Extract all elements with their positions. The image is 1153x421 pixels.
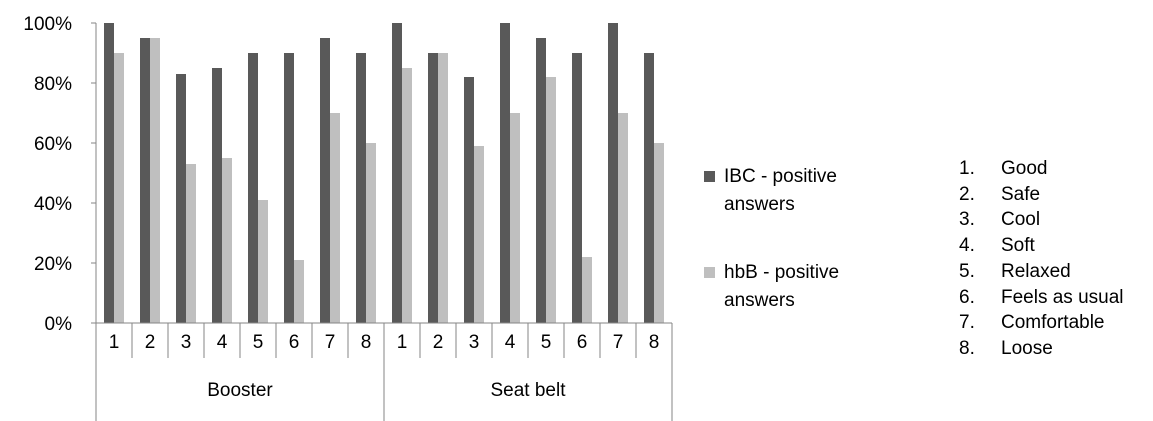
legend-label-hbb-line1: hbB - positive (724, 262, 840, 283)
key-number: 3. (959, 209, 975, 231)
key-number: 1. (959, 158, 975, 179)
key-item: 7. Comfortable (959, 310, 1124, 336)
x-tick-label: 4 (505, 332, 516, 353)
legend-label-ibc-line2: answers (724, 194, 795, 215)
key-number: 4. (959, 235, 975, 257)
x-tick-label: 3 (181, 332, 192, 353)
bar-hbb (330, 113, 340, 323)
legend-label-hbb-line2: answers (724, 290, 795, 311)
key-label: Comfortable (1001, 312, 1105, 334)
bar-hbb (186, 164, 196, 323)
legend-swatch-hbb (704, 267, 715, 278)
bar-ibc (248, 53, 258, 323)
bar-ibc (104, 23, 114, 323)
category-key: 1. Good 2. Safe 3. Cool 4. Soft 5. Relaxed 6.… (959, 156, 1124, 362)
x-tick-label: 1 (397, 332, 408, 353)
bar-hbb (546, 77, 556, 323)
bar-ibc (572, 53, 582, 323)
key-item: 6. Feels as usual (959, 285, 1124, 311)
key-label: Soft (1001, 235, 1035, 257)
bar-ibc (500, 23, 510, 323)
bar-hbb (222, 158, 232, 323)
x-tick-label: 8 (361, 332, 372, 353)
x-tick-label: 5 (541, 332, 552, 353)
bars (104, 23, 664, 323)
legend-label-ibc-line1: IBC - positive (724, 166, 837, 187)
bar-ibc (284, 53, 294, 323)
bar-ibc (536, 38, 546, 323)
x-tick-label: 7 (325, 332, 336, 353)
x-tick-label: 3 (469, 332, 480, 353)
key-item: 5. Relaxed (959, 259, 1124, 285)
legend-item-ibc: IBC - positive answers (704, 163, 904, 259)
y-axis-ticks: 0% 20% 40% 60% 80% 100% (23, 14, 72, 335)
legend-swatch-ibc (704, 171, 715, 182)
bar-hbb (114, 53, 124, 323)
bar-hbb (438, 53, 448, 323)
bar-hbb (474, 146, 484, 323)
x-tick-label: 2 (145, 332, 156, 353)
bar-ibc (320, 38, 330, 323)
x-tick-label: 5 (253, 332, 264, 353)
legend-label-ibc: IBC - positive answers (724, 163, 894, 219)
legend-item-hbb: hbB - positive answers (704, 259, 904, 355)
bar-hbb (294, 260, 304, 323)
group-label: Seat belt (491, 380, 567, 401)
key-item: 4. Soft (959, 233, 1124, 259)
bar-hbb (510, 113, 520, 323)
key-label: Good (1001, 158, 1048, 179)
key-label: Cool (1001, 209, 1041, 231)
key-item: 8. Loose (959, 336, 1124, 362)
key-label: Relaxed (1001, 260, 1071, 282)
x-axis-labels: 1 2 3 4 5 6 7 8 1 2 3 4 5 6 7 8 Booster Seat belt (109, 332, 660, 401)
bar-hbb (402, 68, 412, 323)
bar-ibc (176, 74, 186, 323)
x-tick-label: 8 (649, 332, 660, 353)
key-number: 6. (959, 286, 975, 308)
x-tick-label: 1 (109, 332, 120, 353)
bar-hbb (654, 143, 664, 323)
key-number: 2. (959, 183, 975, 205)
key-number: 7. (959, 312, 975, 334)
x-tick-label: 7 (613, 332, 624, 353)
x-tick-label: 6 (289, 332, 300, 353)
bar-ibc (356, 53, 366, 323)
bar-ibc (392, 23, 402, 323)
key-label: Safe (1001, 183, 1041, 205)
bar-ibc (644, 53, 654, 323)
key-item: 1. Good (959, 156, 1124, 182)
legend-label-hbb: hbB - positive answers (724, 259, 894, 315)
key-number: 5. (959, 260, 975, 282)
bar-hbb (150, 38, 160, 323)
bar-ibc (608, 23, 618, 323)
key-item: 2. Safe (959, 182, 1124, 208)
key-label: Feels as usual (1001, 286, 1124, 308)
key-item: 3. Cool (959, 207, 1124, 233)
x-tick-label: 4 (217, 332, 228, 353)
y-tick-label: 80% (34, 74, 72, 95)
legend: IBC - positive answers hbB - positive an… (704, 163, 904, 355)
y-tick-label: 20% (34, 254, 72, 275)
y-tick-label: 0% (45, 314, 73, 335)
bar-ibc (464, 77, 474, 323)
y-tick-label: 60% (34, 134, 72, 155)
bar-hbb (618, 113, 628, 323)
key-label: Loose (1001, 337, 1053, 359)
group-label: Booster (207, 380, 273, 401)
bar-ibc (140, 38, 150, 323)
y-tick-label: 100% (23, 14, 72, 35)
bar-hbb (258, 200, 268, 323)
bar-ibc (428, 53, 438, 323)
bar-hbb (366, 143, 376, 323)
bar-ibc (212, 68, 222, 323)
key-number: 8. (959, 337, 975, 359)
y-tick-label: 40% (34, 194, 72, 215)
bar-hbb (582, 257, 592, 323)
x-tick-label: 6 (577, 332, 588, 353)
axes (91, 22, 673, 421)
x-tick-label: 2 (433, 332, 444, 353)
